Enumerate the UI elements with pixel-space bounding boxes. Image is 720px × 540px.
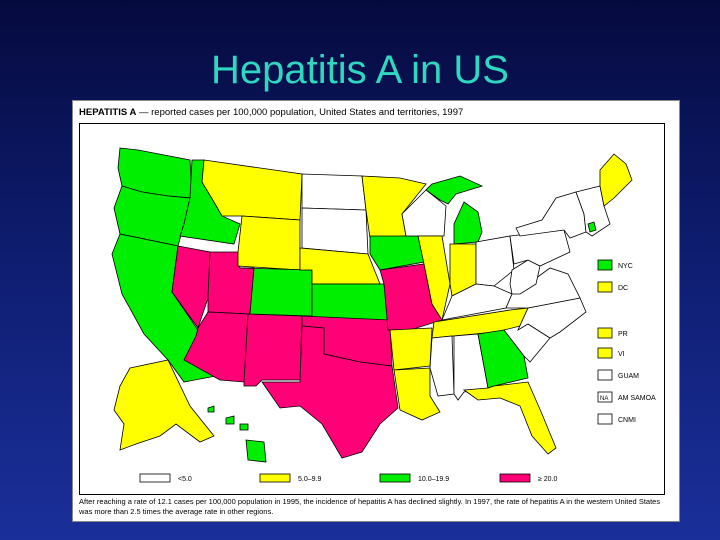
- state-alaska: [113, 359, 215, 451]
- territory-label-dc: DC: [618, 285, 628, 292]
- territory-na-label: NA: [600, 396, 608, 402]
- territory-label-guam: GUAM: [618, 373, 639, 380]
- state-new-mexico: [243, 313, 303, 387]
- state-michigan-lower: [453, 201, 483, 245]
- color-legend: <5.0 5.0–9.9 10.0–19.9 ≥ 20.0: [139, 473, 558, 483]
- territory-box-am-samoa: [597, 391, 613, 403]
- state-ohio: [475, 235, 515, 287]
- territory-box-vi: [597, 347, 613, 359]
- state-hawaii-4: [245, 439, 267, 463]
- territory-label-cnmi: CNMI: [618, 417, 636, 424]
- state-michigan: [425, 175, 484, 205]
- state-texas: [261, 325, 399, 459]
- state-mississippi: [429, 335, 455, 397]
- slide-title: Hepatitis A in US: [211, 48, 509, 92]
- map-header-rest: — reported cases per 100,000 population,…: [136, 107, 464, 118]
- state-hawaii-1: [207, 405, 215, 413]
- state-new-york: [515, 191, 587, 239]
- territory-label-am-samoa: AM SAMOA: [618, 395, 656, 402]
- legend-label-gt20: ≥ 20.0: [538, 476, 558, 483]
- map-header: HEPATITIS A — reported cases per 100,000…: [79, 107, 463, 118]
- legend-label-10to19: 10.0–19.9: [418, 476, 449, 483]
- state-north-dakota: [301, 173, 367, 211]
- map-caption: After reaching a rate of 12.1 cases per …: [79, 497, 661, 516]
- territory-label-nyc: NYC: [618, 263, 633, 270]
- territory-label-pr: PR: [618, 331, 628, 338]
- territory-label-vi: VI: [618, 351, 625, 358]
- map-header-bold: HEPATITIS A: [79, 107, 137, 118]
- state-wyoming: [237, 215, 301, 271]
- state-hawaii-2: [225, 415, 235, 425]
- legend-swatch-10to19: [379, 473, 411, 483]
- territory-legend: NYC DC PR VI GUAM NA AM SAMOA CNMI: [597, 259, 656, 425]
- state-pennsylvania: [509, 229, 571, 267]
- territory-box-dc: [597, 281, 613, 293]
- legend-swatch-lt5: [139, 473, 171, 483]
- legend-swatch-5to9: [259, 473, 291, 483]
- state-florida: [462, 381, 557, 455]
- state-maine: [599, 153, 633, 207]
- state-hawaii-3: [239, 423, 249, 431]
- legend-label-5to9: 5.0–9.9: [298, 476, 321, 483]
- territory-box-nyc: [597, 259, 613, 271]
- state-arkansas: [389, 327, 433, 371]
- state-nevada: [171, 245, 211, 329]
- state-kansas: [311, 283, 389, 323]
- territory-box-guam: [597, 369, 613, 381]
- us-choropleth-map: NYC DC PR VI GUAM NA AM SAMOA CNMI <5.0: [111, 147, 656, 483]
- territory-box-pr: [597, 327, 613, 339]
- us-map-frame: NYC DC PR VI GUAM NA AM SAMOA CNMI <5.0: [79, 123, 665, 495]
- territory-box-cnmi: [597, 413, 613, 425]
- legend-label-lt5: <5.0: [178, 476, 192, 483]
- state-nyc-marker: [587, 221, 597, 233]
- legend-swatch-gt20: [499, 473, 531, 483]
- state-south-dakota: [301, 207, 369, 255]
- map-panel: HEPATITIS A — reported cases per 100,000…: [72, 100, 680, 522]
